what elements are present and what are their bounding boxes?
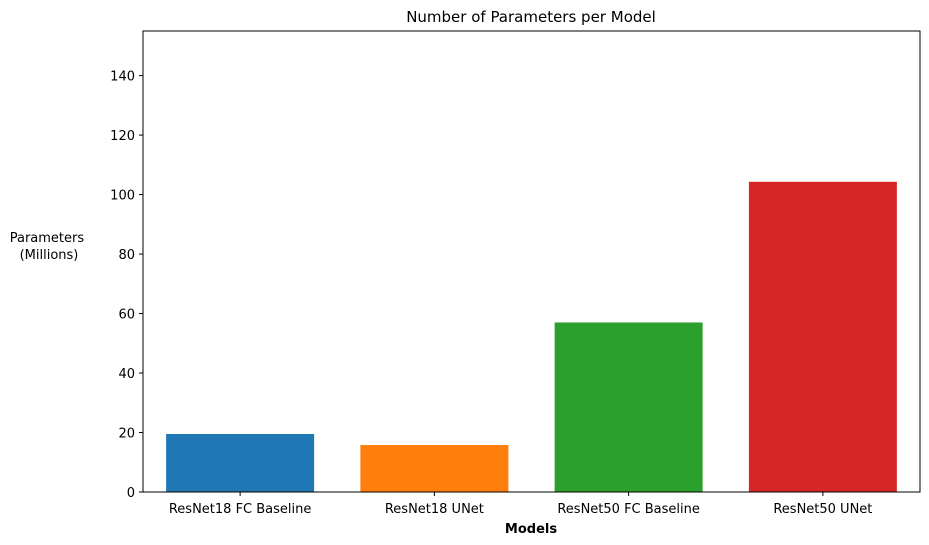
y-tick-label-60: 60 bbox=[118, 308, 135, 323]
x-tick-label-1: ResNet18 FC Baseline bbox=[169, 502, 312, 517]
y-axis-label-line-1: Parameters bbox=[10, 231, 85, 246]
plot-frame bbox=[142, 30, 921, 493]
bar-3 bbox=[554, 322, 703, 492]
bar-1 bbox=[166, 434, 315, 492]
y-tick-label-140: 140 bbox=[110, 70, 135, 85]
x-tick-label-2: ResNet18 UNet bbox=[385, 502, 484, 517]
y-tick-label-120: 120 bbox=[110, 129, 135, 144]
y-tick-label-0: 0 bbox=[127, 486, 135, 501]
bar-4 bbox=[748, 181, 897, 492]
bar-2 bbox=[360, 445, 509, 492]
bars-group bbox=[166, 181, 897, 492]
x-axis-label: Models bbox=[505, 522, 557, 537]
y-axis-label: Parameters (Millions) bbox=[10, 231, 89, 263]
chart-title: Number of Parameters per Model bbox=[406, 8, 656, 26]
y-tick-label-100: 100 bbox=[110, 189, 135, 204]
y-tick-label-40: 40 bbox=[118, 367, 135, 382]
x-axis: ResNet18 FC Baseline ResNet18 UNet ResNet5… bbox=[169, 492, 872, 517]
y-axis-label-line-2: (Millions) bbox=[20, 248, 79, 263]
x-tick-label-3: ResNet50 FC Baseline bbox=[557, 502, 700, 517]
x-tick-label-4: ResNet50 UNet bbox=[773, 502, 872, 517]
y-tick-label-80: 80 bbox=[118, 248, 135, 263]
y-tick-label-20: 20 bbox=[118, 427, 135, 442]
y-axis: 0 20 40 60 80 100 120 140 bbox=[110, 70, 143, 501]
